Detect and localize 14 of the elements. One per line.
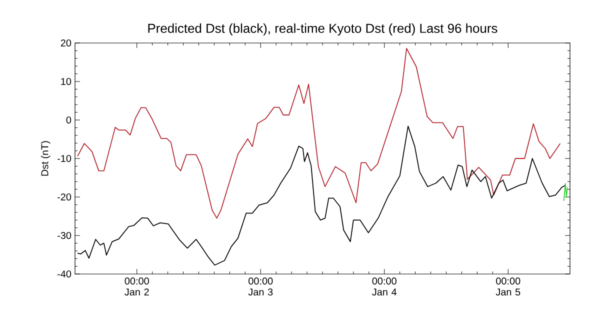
y-tick-label: -30 (58, 232, 72, 240)
y-tick-label: 0 (66, 116, 72, 124)
y-axis-title: Dst (nT) (40, 141, 50, 176)
x-tick-label: 00:00 Jan 4 (372, 278, 397, 296)
line-series (563, 183, 568, 202)
x-tick-label: 00:00 Jan 2 (124, 278, 149, 296)
x-tick-label: 00:00 Jan 3 (248, 278, 273, 296)
y-tick-label: -40 (58, 270, 72, 278)
y-tick-label: -10 (58, 154, 72, 162)
y-tick-label: -20 (58, 193, 72, 201)
y-tick-label: 10 (61, 78, 72, 86)
x-tick-label: 00:00 Jan 5 (496, 278, 520, 296)
y-tick-label: 20 (60, 39, 72, 47)
chart-title: Predicted Dst (black), real-time Kyoto Dst (red) Last 96 hours (148, 23, 498, 36)
